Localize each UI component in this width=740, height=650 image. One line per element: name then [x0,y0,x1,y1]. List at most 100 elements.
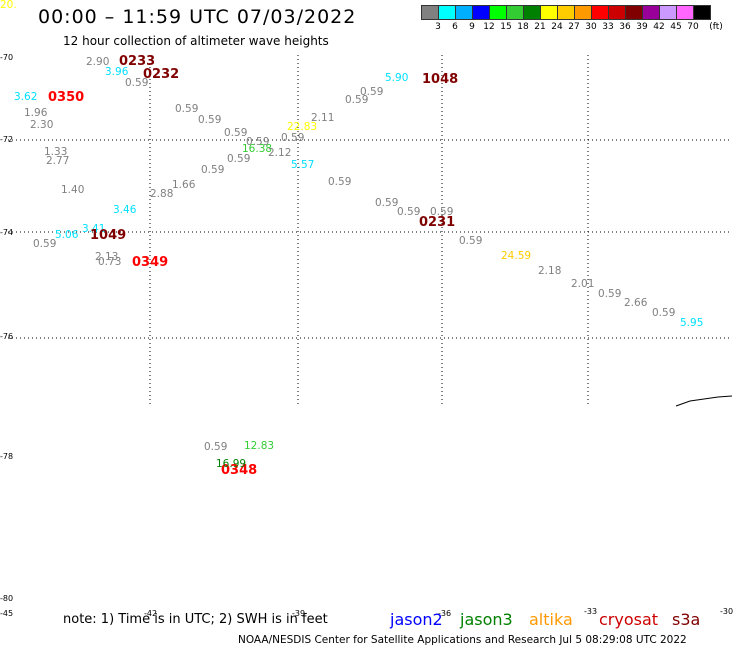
wave-height-value: 0.59 [227,153,251,165]
wave-height-value: 3.96 [105,66,129,78]
pass-time-label: 1049 [90,228,127,243]
wave-height-value: 0.59 [430,206,454,218]
longitude-label: -33 [584,607,598,616]
legend-label: 24 [551,22,563,32]
legend-swatch [421,5,439,20]
latitude-label: -76 [0,332,14,341]
wave-height-value: 1.96 [24,107,48,119]
legend-label: 6 [452,22,458,32]
legend-swatch [625,5,643,20]
wave-height-value: 20. [0,0,17,11]
pass-time-label: 0348 [221,463,258,478]
wave-height-value: 0.59 [652,307,676,319]
legend-label: 39 [636,22,648,32]
wave-height-value: 24.59 [501,250,532,262]
legend-label: 33 [602,22,614,32]
page-title: 00:00 – 11:59 UTC 07/03/2022 [38,6,357,28]
legend-label: 27 [568,22,580,32]
latitude-label: -74 [0,228,14,237]
legend-label: 42 [653,22,665,32]
longitude-label: -30 [720,607,734,616]
legend-label: 9 [469,22,475,32]
wave-height-value: 0.73 [98,256,122,268]
wave-height-value: 2.18 [538,265,562,277]
legend-label: 3 [435,22,441,32]
pass-time-label: 1048 [422,72,459,87]
footer-credit: NOAA/NESDIS Center for Satellite Applica… [238,634,687,646]
wave-height-value: 12.83 [244,440,275,452]
longitude-label: -45 [0,609,14,618]
wave-height-value: 0.59 [360,86,384,98]
wave-height-value: 2.90 [86,56,110,68]
wave-height-value: 1.33 [44,146,68,158]
wave-height-value: 3.46 [113,204,137,216]
wave-height-value: 1.40 [61,184,85,196]
pass-time-label: 0232 [143,67,180,82]
pass-time-label: 0350 [48,90,85,105]
legend-swatch [506,5,524,20]
satellite-altika: altika [529,610,573,629]
wave-height-value: 2.01 [571,278,595,290]
legend-label: 36 [619,22,631,32]
wave-height-value: 0.59 [33,238,57,250]
wave-height-value: 0.59 [204,441,228,453]
pass-time-label: 0231 [419,215,456,230]
wave-height-value: 16.99 [216,458,247,470]
legend-label: 12 [483,22,495,32]
wave-height-value: 2.13 [95,251,119,263]
wave-height-value: 0.59 [198,114,222,126]
wave-height-value: 0.59 [246,136,270,148]
wave-height-value: 5.57 [291,159,315,171]
wave-height-value: 3.62 [14,91,38,103]
coastline [675,395,733,407]
page-subtitle: 12 hour collection of altimeter wave hei… [63,34,329,48]
wave-height-value: 22.83 [287,121,318,133]
wave-height-value: 0.59 [397,206,421,218]
legend-swatch [455,5,473,20]
wave-height-value: 0.59 [201,164,225,176]
wave-height-value: 2.77 [46,155,70,167]
satellite-jason3: jason3 [460,610,513,629]
longitude-label: -42 [144,609,158,618]
wave-height-value: 0.59 [175,103,199,115]
legend-swatch [438,5,456,20]
footer-note: note: 1) Time is in UTC; 2) SWH is in fe… [63,612,328,627]
wave-height-value: 16.38 [242,143,273,155]
wave-height-value: 2.88 [150,188,174,200]
legend-label: 18 [517,22,529,32]
satellite-jason2: jason2 [390,610,443,629]
color-legend [421,5,711,20]
legend-label: 15 [500,22,512,32]
wave-height-value: 2.66 [624,297,648,309]
legend-swatch [676,5,694,20]
wave-height-value: 2.30 [30,119,54,131]
wave-height-value: 0.59 [281,132,305,144]
satellite-cryosat: cryosat [599,610,659,629]
wave-height-value: 0.59 [125,77,149,89]
wave-height-value: 0.59 [459,235,483,247]
satellite-s3a: s3a [672,610,701,629]
legend-swatch [659,5,677,20]
legend-swatch [608,5,626,20]
longitude-label: -39 [292,609,306,618]
wave-height-value: 0.59 [375,197,399,209]
wave-height-value: 1.66 [172,179,196,191]
legend-unit: (ft) [709,22,723,32]
latitude-label: -80 [0,594,14,603]
legend-swatch [591,5,609,20]
legend-swatch [523,5,541,20]
wave-height-value: 0.59 [598,288,622,300]
legend-swatch [693,5,711,20]
legend-swatch [557,5,575,20]
pass-time-label: 0349 [132,255,169,270]
wave-height-value: 0.59 [224,127,248,139]
wave-height-value: 0.59 [328,176,352,188]
wave-height-value: 2.12 [268,147,292,159]
wave-height-value: 3.41 [82,223,106,235]
latitude-label: -78 [0,452,14,461]
latitude-label: -72 [0,135,14,144]
legend-swatch [489,5,507,20]
pass-time-label: 0233 [119,54,156,69]
